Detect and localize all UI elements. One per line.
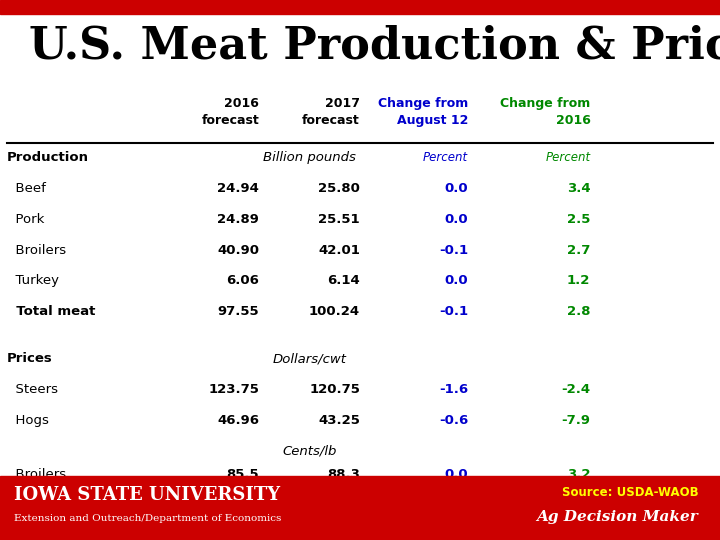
Text: Dollars/cwt: Dollars/cwt [273,352,346,365]
Text: -1.6: -1.6 [439,383,468,396]
Text: 88.3: 88.3 [327,468,360,481]
Text: 119.2: 119.2 [217,498,259,511]
Text: Change from
2016: Change from 2016 [500,97,590,127]
Text: 24.94: 24.94 [217,182,259,195]
Text: 2.5: 2.5 [567,213,590,226]
Text: 0.0: 0.0 [444,182,468,195]
Text: 2.8: 2.8 [567,305,590,318]
Text: 115.5: 115.5 [318,498,360,511]
Text: 100.24: 100.24 [309,305,360,318]
Text: 25.51: 25.51 [318,213,360,226]
Text: 2.7: 2.7 [567,244,590,256]
Text: 123.75: 123.75 [208,383,259,396]
Text: 43.25: 43.25 [318,414,360,427]
Text: 97.55: 97.55 [217,305,259,318]
Bar [0,0,720,14]
Text: 0.0: 0.0 [444,468,468,481]
Text: Broilers: Broilers [7,244,66,256]
Text: U.S. Meat Production & Prices: U.S. Meat Production & Prices [29,24,720,68]
Text: 24.89: 24.89 [217,213,259,226]
Text: 3.2: 3.2 [567,468,590,481]
Text: 2017
forecast: 2017 forecast [302,97,360,127]
Text: IOWA STATE UNIVERSITY: IOWA STATE UNIVERSITY [14,486,281,504]
Text: Steers: Steers [7,383,58,396]
Text: Beef: Beef [7,182,46,195]
Text: Turkey: Turkey [7,274,59,287]
Text: -7.9: -7.9 [562,414,590,427]
Text: Extension and Outreach/Department of Economics: Extension and Outreach/Department of Eco… [14,514,282,523]
Text: 85.5: 85.5 [227,468,259,481]
Text: Pork: Pork [7,213,45,226]
Bar [0,476,720,540]
Text: 2016
forecast: 2016 forecast [202,97,259,127]
Text: -0.6: -0.6 [438,414,468,427]
Text: 46.96: 46.96 [217,414,259,427]
Text: -0.1: -0.1 [439,305,468,318]
Text: 0.0: 0.0 [444,274,468,287]
Text: Percent: Percent [545,151,590,164]
Text: 1.2: 1.2 [567,274,590,287]
Text: 40.90: 40.90 [217,244,259,256]
Text: Production: Production [7,151,89,164]
Text: Prices: Prices [7,352,53,365]
Text: 6.14: 6.14 [328,274,360,287]
Text: 0.0: 0.0 [444,498,468,511]
Text: -0.1: -0.1 [439,244,468,256]
Text: Hogs: Hogs [7,414,49,427]
Text: Source: USDA-WAOB: Source: USDA-WAOB [562,486,698,499]
Text: -2.4: -2.4 [562,383,590,396]
Text: Percent: Percent [423,151,468,164]
Text: 3.4: 3.4 [567,182,590,195]
Text: Ag Decision Maker: Ag Decision Maker [536,510,698,524]
Text: Cents/lb: Cents/lb [282,444,337,457]
Text: Billion pounds: Billion pounds [264,151,356,164]
Text: Total meat: Total meat [7,305,96,318]
Text: Change from
August 12: Change from August 12 [378,97,468,127]
Text: -3.1: -3.1 [562,498,590,511]
Text: 42.01: 42.01 [318,244,360,256]
Text: 25.80: 25.80 [318,182,360,195]
Text: Turkey: Turkey [7,498,59,511]
Text: 6.06: 6.06 [226,274,259,287]
Text: Broilers: Broilers [7,468,66,481]
Text: 0.0: 0.0 [444,213,468,226]
Text: 120.75: 120.75 [309,383,360,396]
